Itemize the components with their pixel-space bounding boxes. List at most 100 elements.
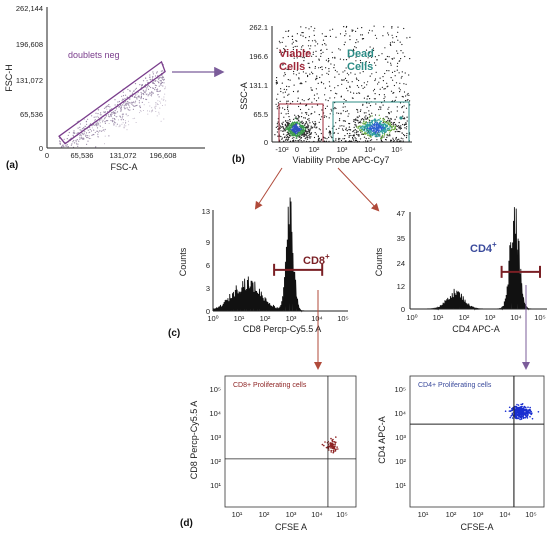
event-dot xyxy=(398,87,400,89)
viable-event xyxy=(294,131,296,134)
viable-event xyxy=(307,123,309,125)
event-dot xyxy=(102,119,104,121)
panel-d1-title: CD8+ Proliferating cells xyxy=(233,382,307,389)
event-dot xyxy=(157,100,159,102)
event-dot xyxy=(343,26,345,28)
event-dot xyxy=(344,106,346,108)
dead-event xyxy=(372,132,375,134)
event-dot xyxy=(368,61,370,64)
event-dot xyxy=(290,54,292,56)
event-dot xyxy=(79,126,81,128)
event-dot xyxy=(363,97,365,99)
dead-event xyxy=(389,124,391,126)
event-dot xyxy=(380,108,382,110)
event-dot xyxy=(339,58,341,60)
panel-d2-xtick-3: 10⁴ xyxy=(499,510,511,519)
event-dot xyxy=(279,125,282,127)
event-dot xyxy=(291,35,293,37)
event-dot xyxy=(395,82,398,84)
event-dot xyxy=(120,104,122,107)
event-dot xyxy=(333,132,335,134)
viable-event xyxy=(300,133,302,135)
event-dot xyxy=(339,49,341,51)
event-dot xyxy=(361,34,363,36)
event-dot xyxy=(351,30,353,32)
event-dot xyxy=(104,121,106,123)
event-dot xyxy=(149,105,151,107)
event-dot xyxy=(148,94,150,96)
event-dot xyxy=(116,103,119,106)
dead-event xyxy=(371,115,373,117)
event-dot xyxy=(96,130,98,132)
event-dot xyxy=(517,406,519,409)
event-dot xyxy=(84,125,86,127)
event-dot xyxy=(529,410,532,412)
viable-event xyxy=(300,128,302,130)
dead-event xyxy=(400,125,402,127)
event-dot xyxy=(335,122,337,124)
dead-event xyxy=(406,116,408,118)
event-dot xyxy=(311,106,313,108)
event-dot xyxy=(141,93,143,95)
event-dot xyxy=(321,74,323,76)
event-dot xyxy=(328,132,330,134)
event-dot xyxy=(366,98,368,100)
event-dot xyxy=(151,110,153,112)
event-dot xyxy=(307,74,309,77)
dead-event xyxy=(359,138,362,140)
event-dot xyxy=(125,113,127,115)
event-dot xyxy=(403,91,406,93)
event-dot xyxy=(127,88,129,91)
panel-b-xtick-3: 10³ xyxy=(337,145,348,154)
event-dot xyxy=(325,44,327,46)
event-dot xyxy=(393,84,395,87)
event-dot xyxy=(280,135,282,138)
viable-event xyxy=(290,123,292,125)
event-dot xyxy=(310,89,312,91)
event-dot xyxy=(394,99,396,101)
event-dot xyxy=(67,134,69,136)
event-dot xyxy=(370,55,372,57)
event-dot xyxy=(526,415,528,417)
event-dot xyxy=(333,67,335,69)
event-dot xyxy=(124,97,126,100)
dead-event xyxy=(385,131,387,133)
event-dot xyxy=(392,37,394,39)
panel-d2-ylabel: CD4 APC-A xyxy=(377,416,387,464)
event-dot xyxy=(85,120,88,122)
event-dot xyxy=(376,37,378,39)
event-dot xyxy=(345,30,347,32)
dead-event xyxy=(360,125,362,128)
event-dot xyxy=(102,121,104,123)
viable-cells-label-1: Viable xyxy=(279,48,311,60)
event-dot xyxy=(331,440,334,442)
event-dot xyxy=(386,55,388,58)
event-dot xyxy=(102,129,105,131)
event-dot xyxy=(279,51,281,53)
panel-d2-xtick-0: 10¹ xyxy=(418,510,429,519)
event-dot xyxy=(61,146,63,148)
viable-event xyxy=(302,122,304,125)
event-dot xyxy=(119,115,121,117)
event-dot xyxy=(306,112,308,114)
event-dot xyxy=(367,140,369,142)
event-dot xyxy=(295,116,297,118)
event-dot xyxy=(72,141,74,143)
event-dot xyxy=(99,130,101,132)
event-dot xyxy=(123,98,125,100)
event-dot xyxy=(343,44,345,46)
event-dot xyxy=(402,96,404,98)
event-dot xyxy=(63,138,65,140)
event-dot xyxy=(371,139,373,141)
event-dot xyxy=(134,117,136,119)
event-dot xyxy=(163,96,165,98)
event-dot xyxy=(357,27,359,29)
event-dot xyxy=(371,30,373,32)
viable-event xyxy=(292,123,294,125)
event-dot xyxy=(388,56,390,58)
event-dot xyxy=(332,57,334,59)
event-dot xyxy=(132,90,135,92)
event-dot xyxy=(318,114,320,116)
event-dot xyxy=(134,102,136,104)
event-dot xyxy=(325,116,328,118)
